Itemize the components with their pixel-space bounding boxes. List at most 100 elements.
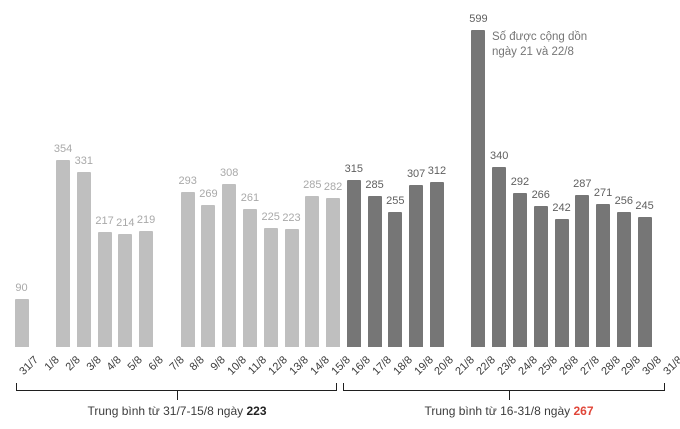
x-axis-label: 28/8	[598, 354, 623, 378]
bar-value-label: 354	[53, 142, 73, 155]
bar-value-label: 217	[95, 215, 114, 228]
x-axis-label: 3/8	[83, 354, 104, 374]
bar-value-label: 287	[573, 178, 592, 191]
bar-value-label: 223	[282, 212, 301, 224]
bar	[118, 233, 133, 347]
x-axis-label: 24/8	[515, 354, 540, 378]
x-axis-label: 31/8	[661, 354, 680, 378]
bar-value-label: 331	[74, 154, 93, 167]
bar	[326, 197, 341, 347]
bar	[409, 184, 424, 347]
bar-value-label: 315	[344, 163, 363, 176]
bar-value-label: 219	[136, 214, 156, 227]
bar	[471, 30, 486, 347]
bar	[180, 191, 195, 347]
bar	[305, 196, 320, 347]
bar	[512, 192, 527, 347]
x-axis-label: 4/8	[104, 354, 125, 374]
bracket-period-1-tick	[177, 390, 178, 400]
bracket-period-1-text: Trung bình từ 31/7-15/8 ngày	[87, 404, 247, 418]
x-axis-label: 20/8	[432, 354, 457, 378]
bar-value-label: 292	[510, 175, 530, 188]
bar	[575, 195, 590, 347]
x-axis-label: 15/8	[328, 354, 353, 378]
bar	[616, 211, 631, 347]
bar	[492, 167, 507, 347]
bar	[263, 227, 278, 347]
x-axis-label: 7/8	[167, 354, 187, 374]
x-axis-label: 22/8	[474, 354, 498, 378]
bar	[139, 231, 154, 347]
x-axis-label: 26/8	[557, 354, 582, 378]
bar	[637, 217, 652, 347]
x-axis-label: 1/8	[42, 354, 62, 374]
bar-value-label: 245	[635, 200, 654, 213]
bar-value-label: 282	[323, 180, 343, 193]
x-axis-label: 10/8	[225, 354, 249, 378]
bracket-period-2-text: Trung bình từ 16-31/8 ngày	[424, 404, 574, 418]
bar-value-label: 308	[220, 167, 239, 179]
x-axis-label: 21/8	[453, 354, 478, 378]
bracket-period-2-label: Trung bình từ 16-31/8 ngày 267	[349, 404, 669, 418]
x-axis-label: 23/8	[495, 354, 519, 378]
bar-value-label: 242	[552, 201, 571, 214]
x-axis-label: 30/8	[640, 354, 665, 378]
bar	[284, 229, 299, 347]
bar-value-label: 225	[261, 210, 280, 223]
x-axis-label: 8/8	[187, 354, 208, 374]
x-axis-label: 14/8	[308, 354, 332, 378]
bar	[14, 299, 29, 347]
bar-value-label: 269	[199, 187, 218, 200]
bar	[222, 184, 237, 347]
bar	[533, 206, 548, 347]
bar	[367, 196, 382, 347]
x-axis-label: 27/8	[578, 354, 602, 378]
x-axis-label: 31/7	[17, 354, 41, 378]
bracket-period-1-label: Trung bình từ 31/7-15/8 ngày 223	[17, 404, 337, 418]
x-axis-label: 13/8	[287, 354, 312, 378]
bracket-period-1	[16, 383, 337, 391]
bar	[97, 232, 112, 347]
bar-value-label: 285	[303, 179, 322, 192]
bar	[346, 180, 361, 347]
bar-value-label: 271	[593, 186, 613, 199]
bar-value-label: 312	[427, 164, 447, 177]
bar-value-label: 255	[386, 195, 405, 208]
x-axis-label: 19/8	[411, 354, 436, 378]
bar	[554, 218, 569, 347]
bar-value-label: 90	[15, 282, 28, 295]
cumulative-note-line2: ngày 21 và 22/8	[492, 46, 574, 58]
bar-value-label: 261	[240, 191, 260, 204]
bar-value-label: 293	[178, 174, 197, 187]
x-axis-label: 25/8	[536, 354, 561, 378]
bar-value-label: 599	[469, 13, 488, 25]
x-axis-label: 18/8	[391, 354, 415, 378]
bar	[388, 212, 403, 347]
bracket-period-2	[343, 383, 665, 391]
bar-value-label: 256	[614, 194, 633, 207]
bar-value-label: 307	[406, 167, 426, 180]
bar-value-label: 214	[116, 216, 135, 229]
x-axis-label: 29/8	[619, 354, 644, 378]
bar	[242, 208, 257, 347]
bar-value-label: 266	[531, 189, 550, 202]
x-axis-label: 6/8	[146, 354, 166, 374]
bracket-period-1-value: 223	[246, 404, 267, 418]
x-axis-label: 11/8	[246, 354, 270, 378]
bar	[201, 204, 216, 347]
bar	[76, 171, 91, 347]
bar	[56, 159, 71, 347]
bar-value-label: 340	[490, 150, 509, 163]
cumulative-note: Số được cộng dồn ngày 21 và 22/8	[492, 30, 587, 60]
x-axis-label: 12/8	[266, 354, 291, 378]
x-axis-label: 9/8	[208, 354, 228, 374]
x-axis-label: 17/8	[370, 354, 395, 378]
bar-value-label: 285	[365, 179, 384, 192]
bracket-period-2-tick	[509, 390, 510, 400]
x-axis-label: 5/8	[125, 354, 145, 374]
bar	[596, 203, 611, 347]
x-axis-label: 2/8	[63, 354, 83, 374]
bracket-period-2-value: 267	[573, 404, 594, 418]
x-axis-label: 16/8	[349, 354, 374, 378]
